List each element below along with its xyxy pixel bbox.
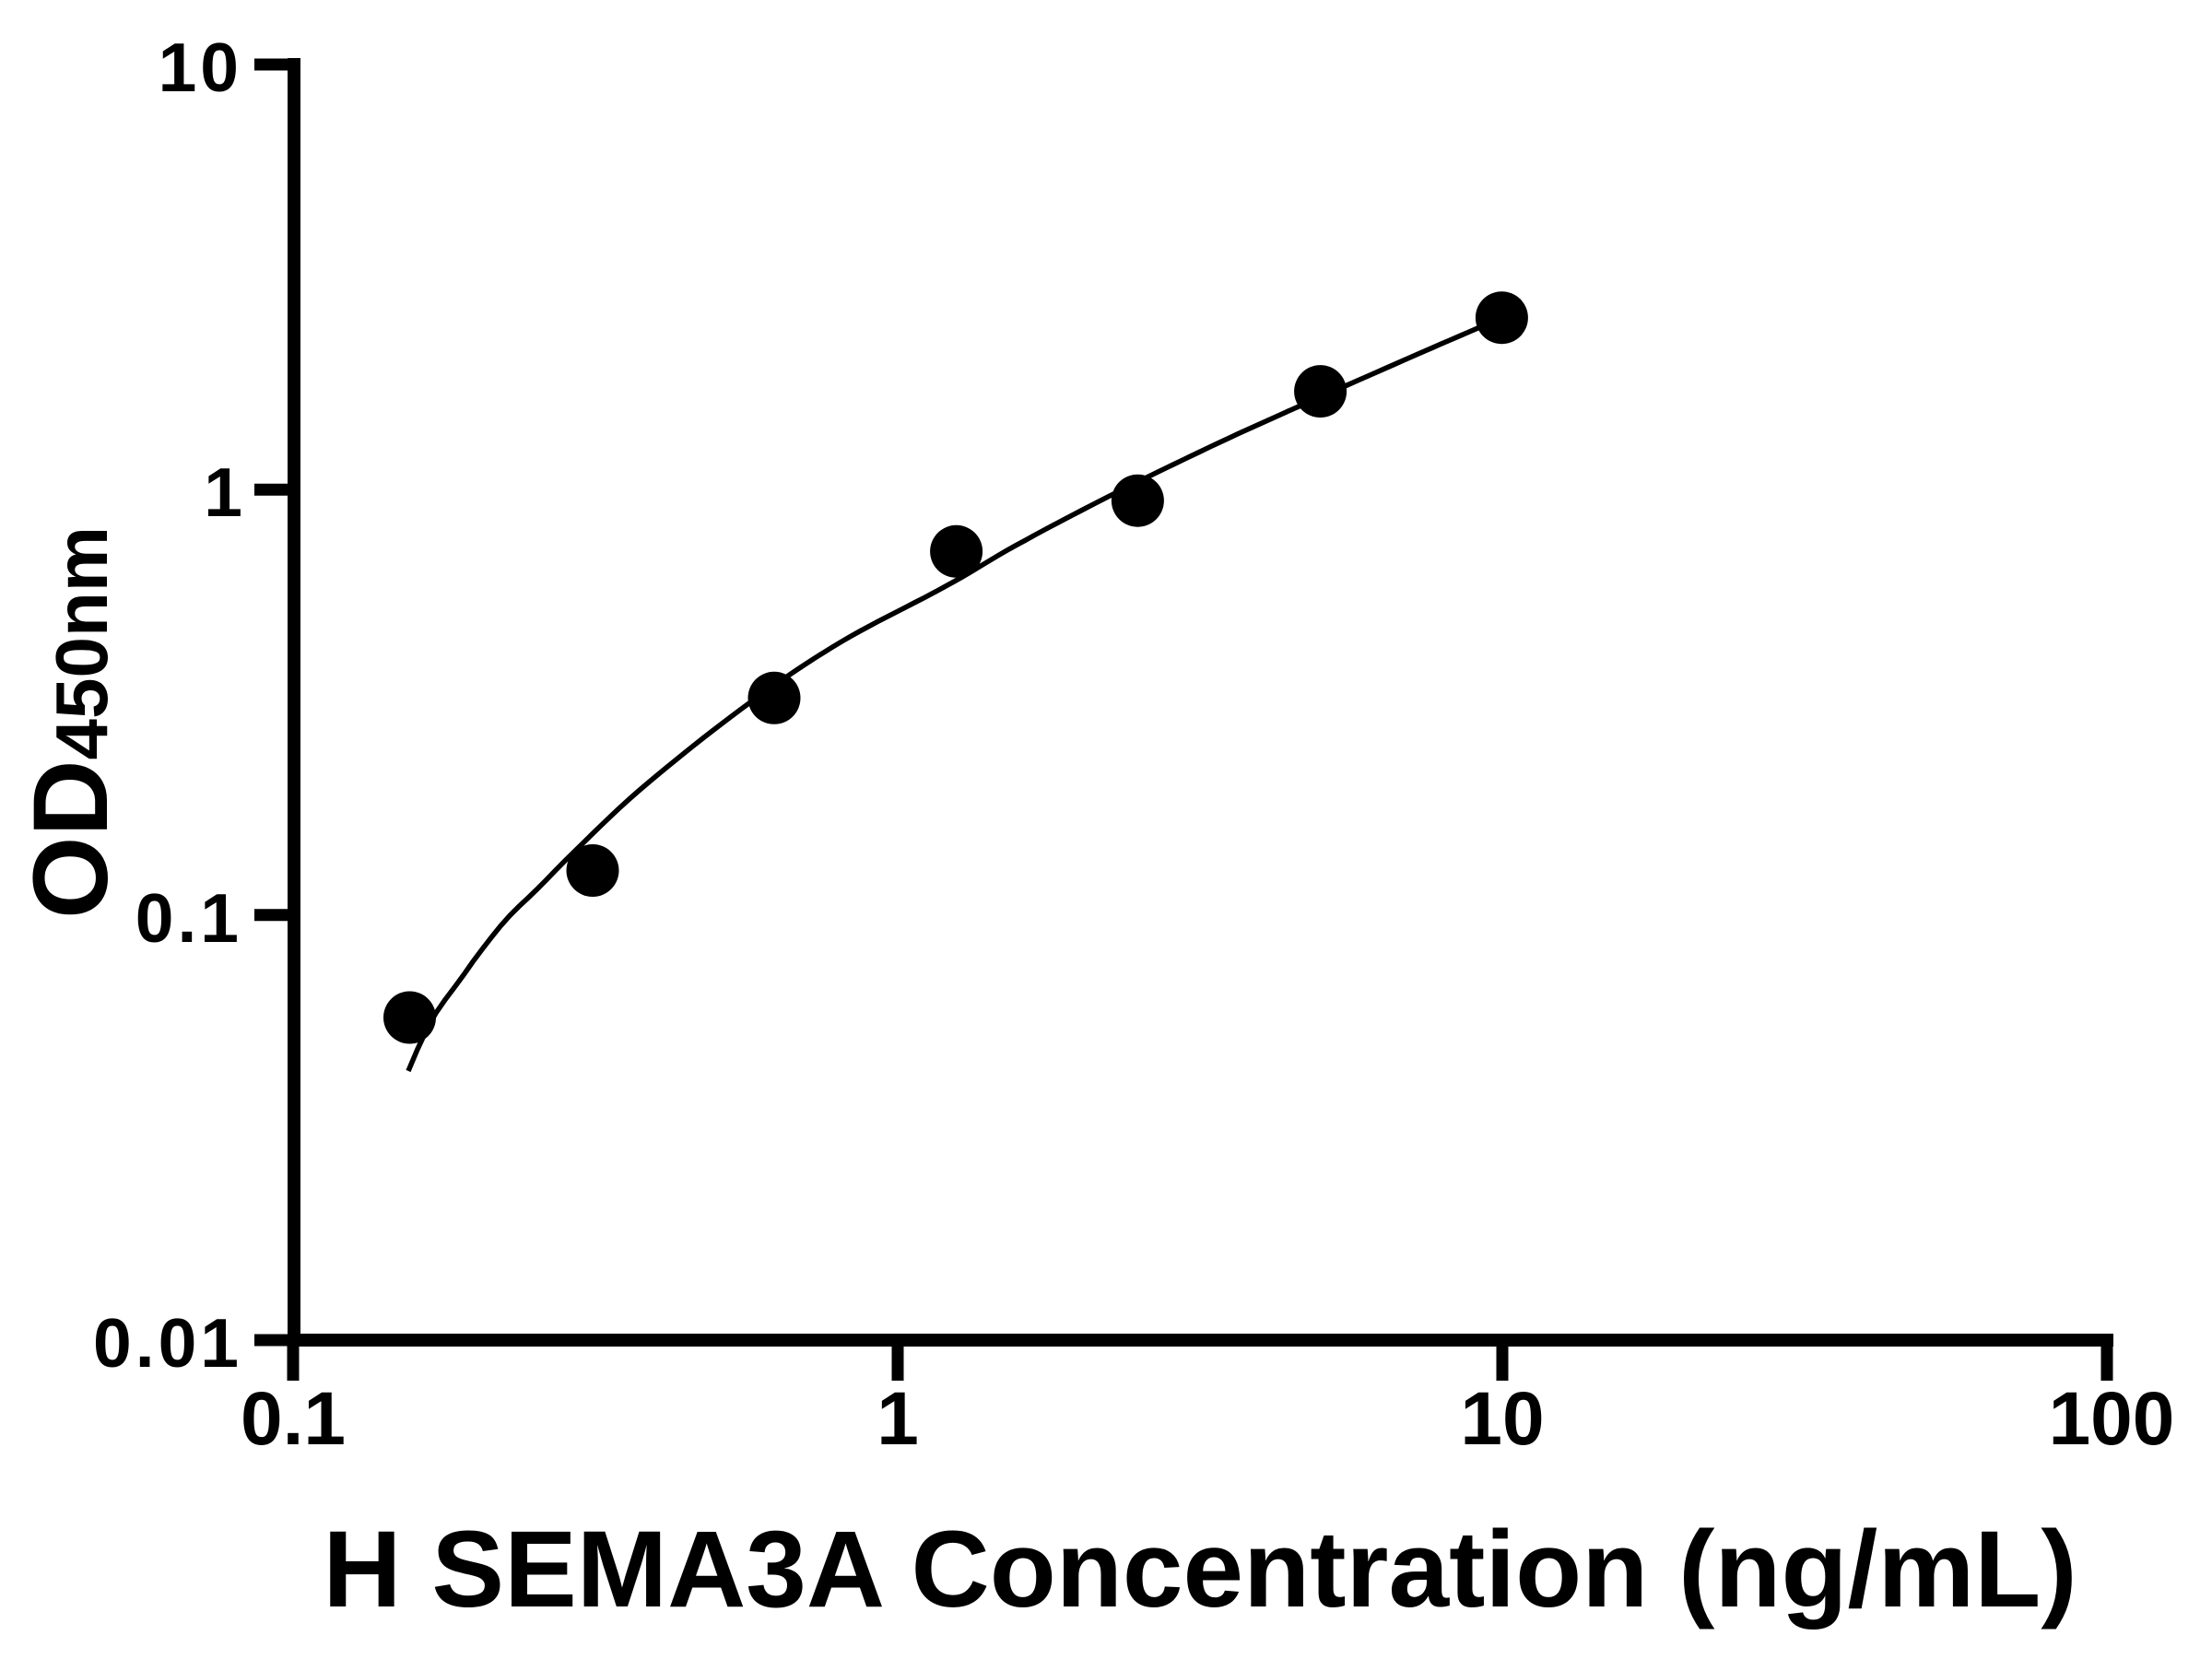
svg-text:0.01: 0.01 — [93, 1304, 242, 1382]
svg-text:H SEMA3A Concentration (ng/mL): H SEMA3A Concentration (ng/mL) — [323, 1509, 2077, 1630]
svg-text:1: 1 — [204, 453, 242, 531]
svg-text:10: 10 — [1460, 1377, 1544, 1461]
svg-text:100: 100 — [2049, 1377, 2175, 1461]
svg-text:0.1: 0.1 — [241, 1377, 346, 1461]
svg-text:10: 10 — [159, 29, 242, 106]
svg-text:1: 1 — [877, 1377, 919, 1461]
svg-text:0.1: 0.1 — [135, 879, 242, 957]
